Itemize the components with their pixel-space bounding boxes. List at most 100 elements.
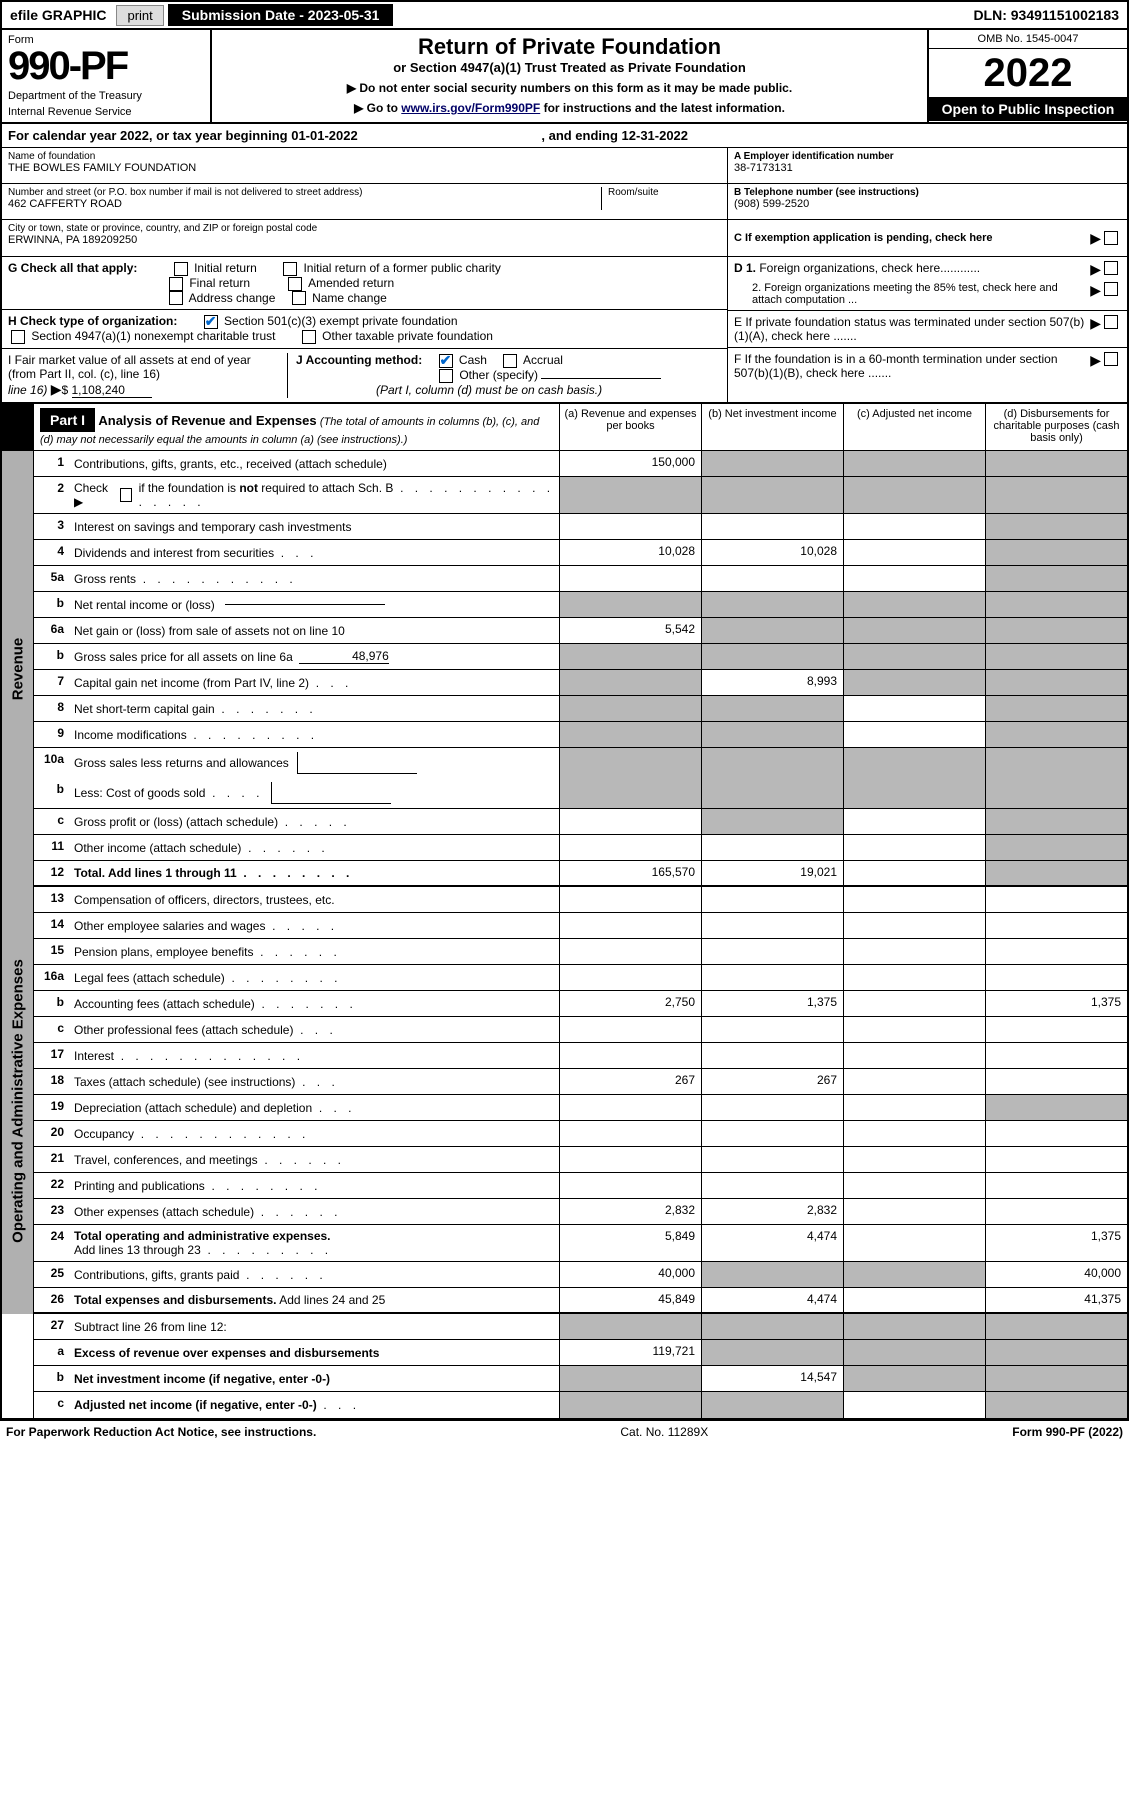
line-27c: Adjusted net income (if negative, enter … [70,1392,559,1418]
line-23: Other expenses (attach schedule) . . . .… [70,1199,559,1224]
line-15: Pension plans, employee benefits . . . .… [70,939,559,964]
revenue-section: Revenue 1Contributions, gifts, grants, e… [0,451,1129,887]
amended-return-checkbox[interactable] [288,277,302,291]
address-cell: Number and street (or P.O. box number if… [2,184,727,220]
form-subtitle: or Section 4947(a)(1) Trust Treated as P… [220,60,919,75]
foundation-name: THE BOWLES FAMILY FOUNDATION [8,162,721,174]
part1-label: Part I [40,408,95,432]
col-a-head: (a) Revenue and expenses per books [559,404,701,450]
line-6b: Gross sales price for all assets on line… [70,644,559,669]
dln: DLN: 93491151002183 [973,7,1125,23]
phone-cell: B Telephone number (see instructions) (9… [728,184,1127,220]
open-to-public: Open to Public Inspection [929,97,1127,121]
h-row: H Check type of organization: Section 50… [2,310,727,349]
form-link[interactable]: www.irs.gov/Form990PF [401,101,540,115]
4947a1-checkbox[interactable] [11,330,25,344]
g-row: G Check all that apply: Initial return I… [2,257,727,310]
cash-checkbox[interactable] [439,354,453,368]
line-18: Taxes (attach schedule) (see instruction… [70,1069,559,1094]
d1-checkbox[interactable] [1104,261,1118,275]
f-checkbox[interactable] [1104,352,1118,366]
line-14: Other employee salaries and wages . . . … [70,913,559,938]
e-checkbox[interactable] [1104,315,1118,329]
irs-label: Internal Revenue Service [8,106,204,118]
line-27b: Net investment income (if negative, ente… [70,1366,559,1391]
header-right: OMB No. 1545-0047 2022 Open to Public In… [927,30,1127,122]
final-return-checkbox[interactable] [169,277,183,291]
line-12: Total. Add lines 1 through 11 . . . . . … [70,861,559,885]
line-13: Compensation of officers, directors, tru… [70,887,559,912]
entity-info: Name of foundation THE BOWLES FAMILY FOU… [0,148,1129,257]
line-1: Contributions, gifts, grants, etc., rece… [70,451,559,476]
line-17: Interest . . . . . . . . . . . . . [70,1043,559,1068]
line-9: Income modifications . . . . . . . . . [70,722,559,747]
line-3: Interest on savings and temporary cash i… [70,514,559,539]
instruction-1: ▶ Do not enter social security numbers o… [220,81,919,95]
accrual-checkbox[interactable] [503,354,517,368]
part1-header-row: Part I Analysis of Revenue and Expenses … [0,404,1129,451]
page-footer: For Paperwork Reduction Act Notice, see … [0,1420,1129,1443]
line-21: Travel, conferences, and meetings . . . … [70,1147,559,1172]
f-row: F If the foundation is in a 60-month ter… [728,348,1127,384]
line-27-section: 27Subtract line 26 from line 12: aExcess… [0,1314,1129,1420]
line-20: Occupancy . . . . . . . . . . . . [70,1121,559,1146]
initial-return-former-checkbox[interactable] [283,262,297,276]
line-8: Net short-term capital gain . . . . . . … [70,696,559,721]
expenses-side-label: Operating and Administrative Expenses [2,887,34,1314]
paperwork-notice: For Paperwork Reduction Act Notice, see … [6,1425,316,1439]
line-4: Dividends and interest from securities .… [70,540,559,565]
ein: 38-7173131 [734,162,1121,174]
initial-return-checkbox[interactable] [174,262,188,276]
line-10b: Less: Cost of goods sold . . . . [70,778,559,808]
header-center: Return of Private Foundation or Section … [212,30,927,122]
dept-treasury: Department of the Treasury [8,90,204,102]
line-11: Other income (attach schedule) . . . . .… [70,835,559,860]
fmv-value: 1,108,240 [72,383,152,398]
submission-date: Submission Date - 2023-05-31 [168,4,394,26]
form-title: Return of Private Foundation [220,34,919,60]
line-24: Total operating and administrative expen… [70,1225,559,1261]
line-5b: Net rental income or (loss) [70,592,559,617]
schb-checkbox[interactable] [120,488,132,502]
line-16a: Legal fees (attach schedule) . . . . . .… [70,965,559,990]
exemption-pending-cell: C If exemption application is pending, c… [728,220,1127,256]
print-button[interactable]: print [116,5,163,26]
street-address: 462 CAFFERTY ROAD [8,198,601,210]
city-state-zip: ERWINNA, PA 189209250 [8,234,721,246]
d2-checkbox[interactable] [1104,282,1118,296]
calendar-year-row: For calendar year 2022, or tax year begi… [0,124,1129,148]
revenue-side-label: Revenue [2,451,34,887]
line-5a: Gross rents . . . . . . . . . . . [70,566,559,591]
line-19: Depreciation (attach schedule) and deple… [70,1095,559,1120]
line-7: Capital gain net income (from Part IV, l… [70,670,559,695]
exemption-checkbox[interactable] [1104,231,1118,245]
cat-no: Cat. No. 11289X [316,1425,1012,1439]
phone: (908) 599-2520 [734,198,1121,210]
other-method-checkbox[interactable] [439,369,453,383]
col-b-head: (b) Net investment income [701,404,843,450]
header-left: Form 990-PF Department of the Treasury I… [2,30,212,122]
line-16c: Other professional fees (attach schedule… [70,1017,559,1042]
col-c-head: (c) Adjusted net income [843,404,985,450]
tax-year: 2022 [929,49,1127,97]
form-header: Form 990-PF Department of the Treasury I… [0,30,1129,124]
line-27: Subtract line 26 from line 12: [70,1314,559,1339]
address-change-checkbox[interactable] [169,291,183,305]
col-d-head: (d) Disbursements for charitable purpose… [985,404,1127,450]
checks-block: G Check all that apply: Initial return I… [0,257,1129,404]
e-row: E If private foundation status was termi… [728,311,1127,348]
line-6a: Net gain or (loss) from sale of assets n… [70,618,559,643]
line-16b: Accounting fees (attach schedule) . . . … [70,991,559,1016]
top-bar: efile GRAPHIC print Submission Date - 20… [0,0,1129,30]
room-suite-label: Room/suite [608,187,721,198]
line-25: Contributions, gifts, grants paid . . . … [70,1262,559,1287]
city-cell: City or town, state or province, country… [2,220,727,256]
ein-cell: A Employer identification number 38-7173… [728,148,1127,184]
efile-label: efile GRAPHIC [4,5,112,25]
omb-number: OMB No. 1545-0047 [929,30,1127,49]
arrow-icon: ▶ [1090,230,1101,247]
other-taxable-checkbox[interactable] [302,330,316,344]
501c3-checkbox[interactable] [204,315,218,329]
instruction-2: ▶ Go to www.irs.gov/Form990PF for instru… [220,101,919,115]
name-change-checkbox[interactable] [292,291,306,305]
